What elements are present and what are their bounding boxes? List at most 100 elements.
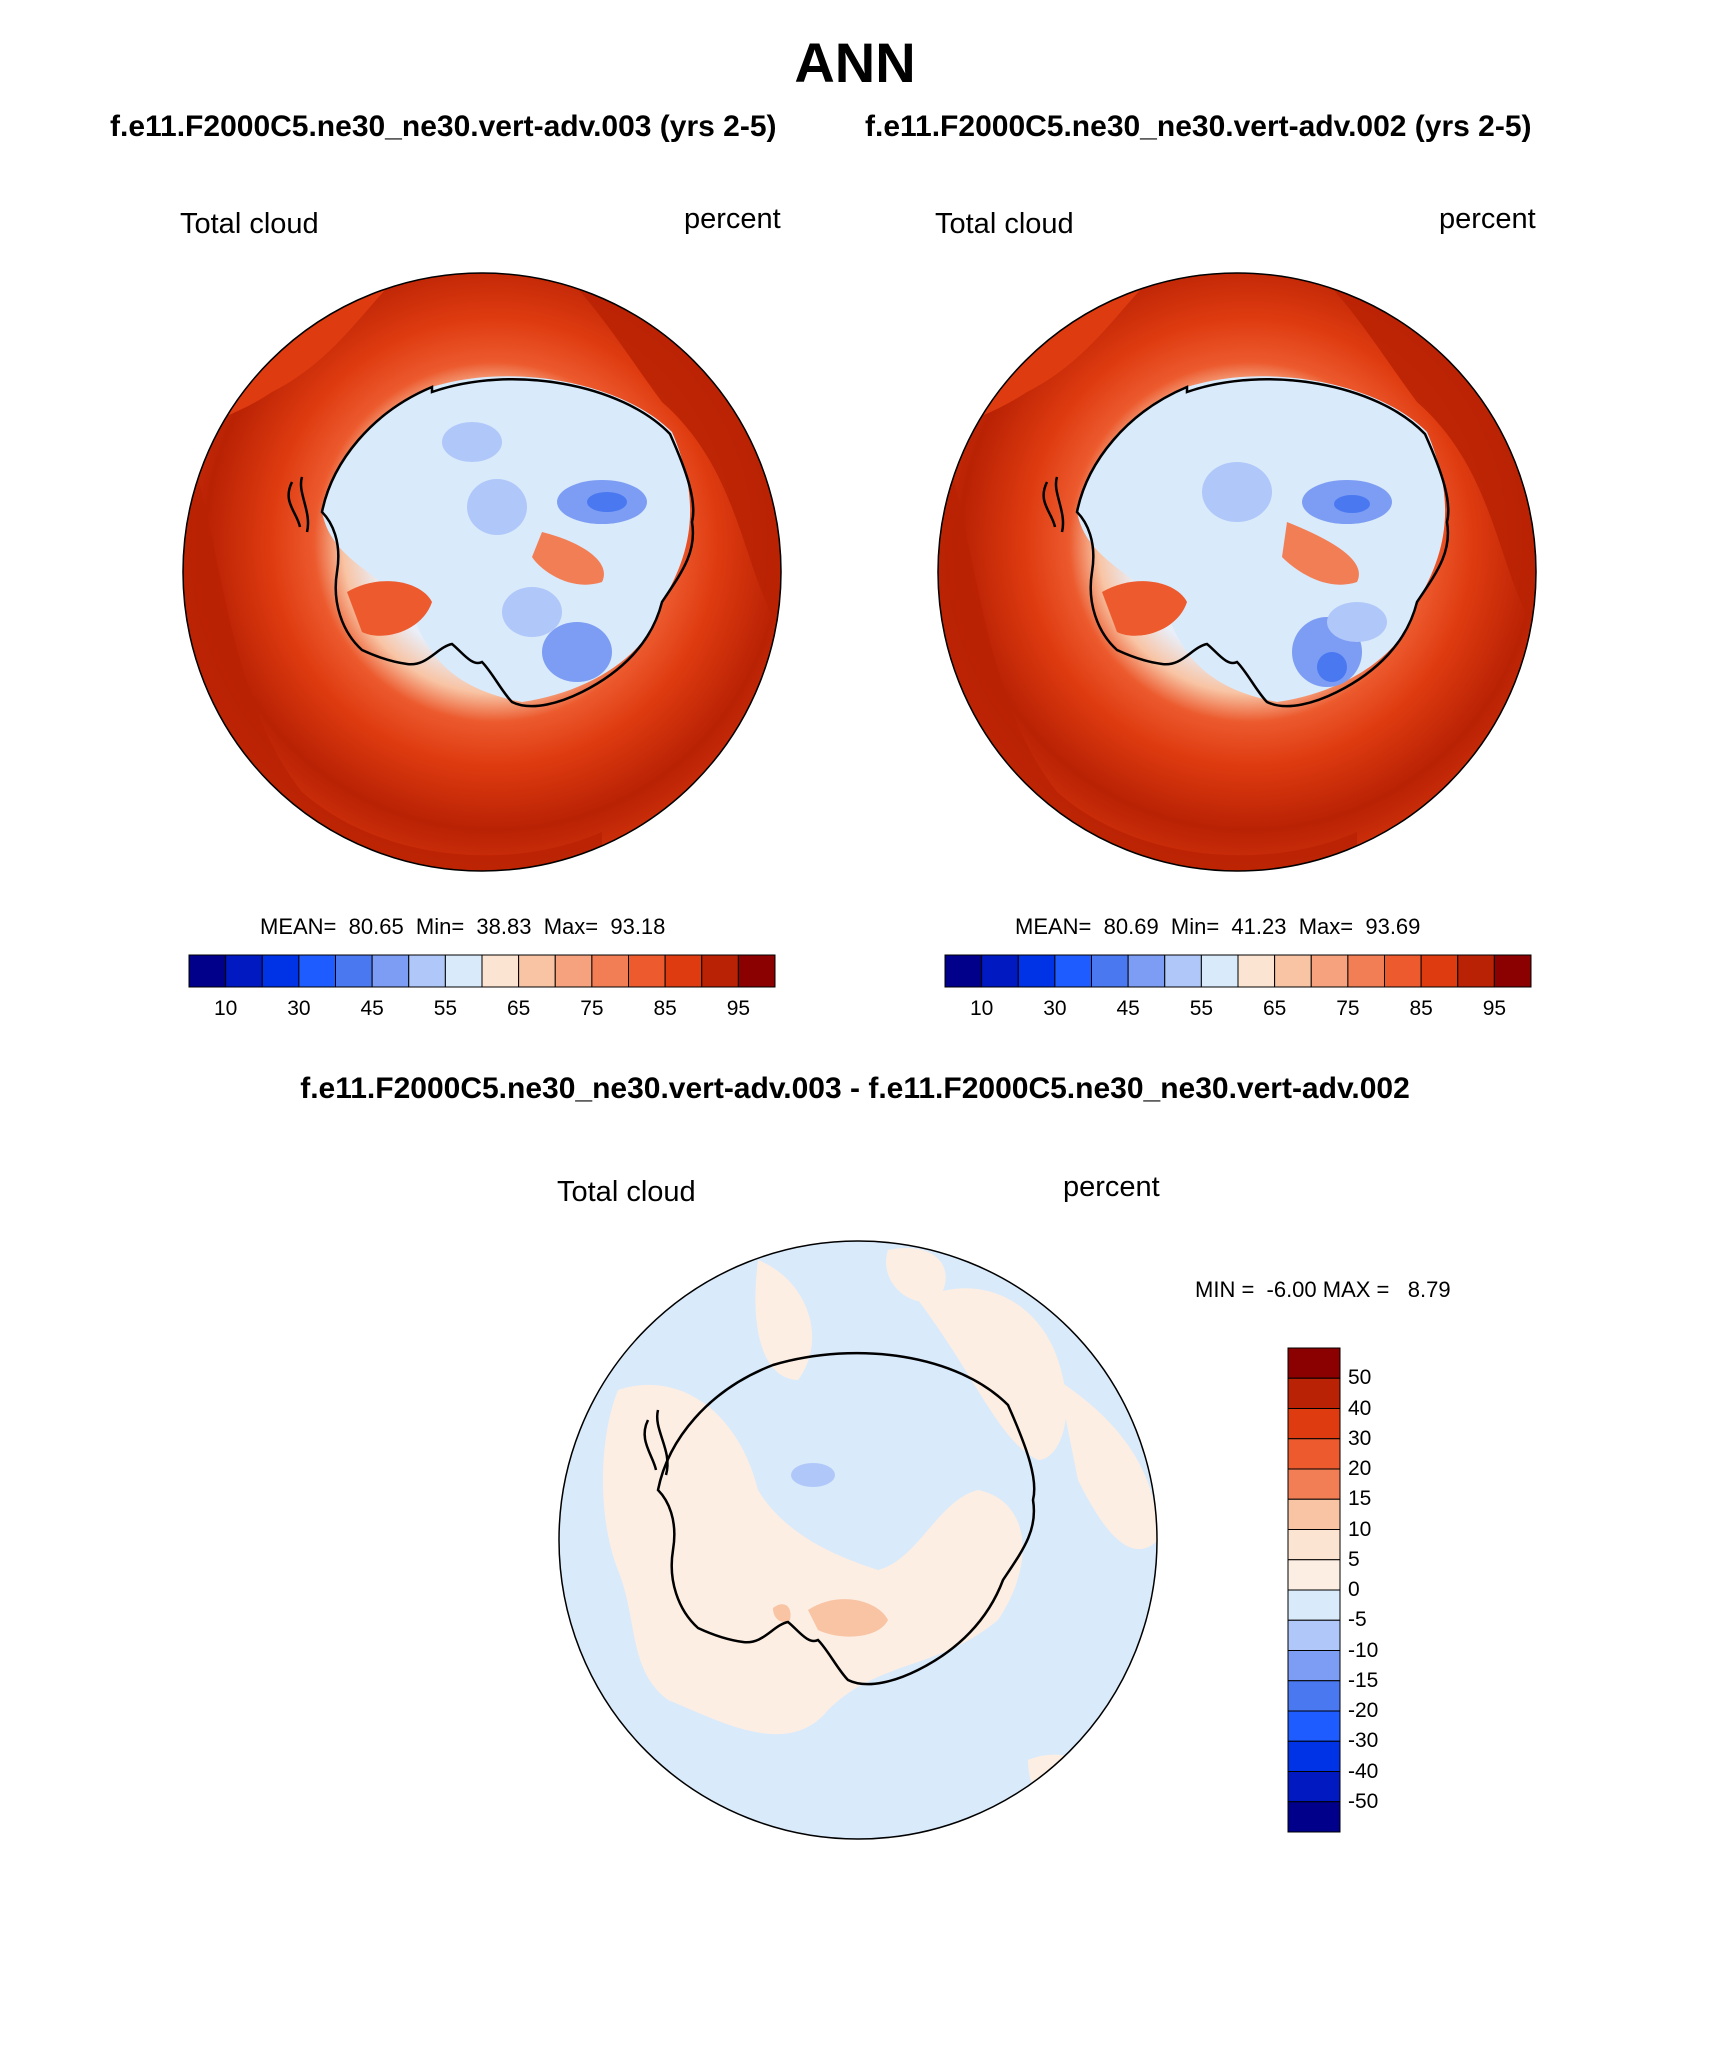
colorbar-swatch	[628, 954, 666, 988]
panel3-stats: MIN = -6.00 MAX = 8.79	[1195, 1277, 1451, 1302]
colorbar-swatch	[1274, 954, 1312, 988]
colorbar-swatch	[664, 954, 703, 988]
colorbar-swatch	[225, 954, 263, 988]
colorbar-swatch	[1287, 1408, 1341, 1440]
colorbar-swatch	[1457, 954, 1495, 988]
colorbar-swatch	[261, 954, 300, 988]
panel1-stats: MEAN= 80.65 Min= 38.83 Max= 93.18	[260, 914, 666, 939]
colorbar-swatch	[1164, 954, 1202, 988]
panel2-units-label: percent	[1439, 203, 1536, 235]
colorbar-tick-label: -20	[1348, 1699, 1379, 1722]
colorbar-tick-label: 0	[1348, 1578, 1360, 1601]
colorbar-swatch	[981, 954, 1019, 988]
colorbar-swatch	[944, 954, 983, 988]
colorbar-swatch	[1347, 954, 1385, 988]
colorbar-tick-label: 75	[1336, 997, 1360, 1020]
colorbar-tick-label: 95	[726, 997, 751, 1020]
colorbar-tick-label: 65	[1262, 997, 1287, 1020]
colorbar-swatch	[408, 954, 446, 988]
colorbar-tick-label: 30	[1043, 997, 1067, 1020]
colorbar-swatch	[1310, 954, 1349, 988]
colorbar-swatch	[1287, 1680, 1341, 1712]
panel2-colorbar-labels: 10 30 45 55 65 75 85 95	[945, 997, 1531, 1027]
colorbar-tick-label: 95	[1482, 997, 1507, 1020]
diff-colorbar-labels: 50 40 30 20 15 10 5 0 -5 -10 -15 -20 -30 -40 -50	[1348, 1348, 1408, 1832]
colorbar-tick-label: 30	[1348, 1426, 1372, 1450]
diff-colorbar	[1287, 1347, 1341, 1833]
colorbar-swatch	[1287, 1740, 1341, 1772]
colorbar-tick-label: 55	[1189, 997, 1214, 1020]
colorbar-swatch	[1287, 1559, 1341, 1591]
colorbar-swatch	[1287, 1771, 1341, 1803]
colorbar-tick-label: 15	[1348, 1487, 1372, 1511]
colorbar-swatch	[1200, 954, 1239, 988]
colorbar-swatch	[554, 954, 593, 988]
case-title-right: f.e11.F2000C5.ne30_ne30.vert-adv.002 (yr…	[865, 110, 1532, 143]
colorbar-swatch	[1420, 954, 1459, 988]
colorbar-tick-label: 65	[506, 997, 531, 1020]
colorbar-swatch	[188, 954, 227, 988]
colorbar-tick-label: 45	[1116, 997, 1140, 1020]
colorbar-tick-label: 10	[969, 997, 994, 1020]
panel2-stats: MEAN= 80.69 Min= 41.23 Max= 93.69	[1015, 914, 1421, 939]
colorbar-swatch	[1287, 1377, 1341, 1409]
colorbar-swatch	[518, 954, 556, 988]
colorbar-swatch	[1384, 954, 1422, 988]
colorbar-swatch	[1127, 954, 1166, 988]
colorbar-swatch	[737, 954, 776, 988]
colorbar-tick-label: 30	[287, 997, 311, 1020]
colorbar-swatch	[1287, 1710, 1341, 1742]
panel2-polar-map	[937, 272, 1537, 872]
colorbar-swatch	[1287, 1619, 1341, 1651]
colorbar-tick-label: -5	[1348, 1608, 1367, 1632]
panel3-units-label: percent	[1063, 1171, 1160, 1203]
colorbar-tick-label: 40	[1348, 1396, 1372, 1420]
panel1-variable-label: Total cloud	[180, 208, 319, 240]
colorbar-tick-label: 55	[433, 997, 458, 1020]
colorbar-tick-label: 20	[1348, 1457, 1372, 1480]
colorbar-swatch	[1287, 1468, 1341, 1500]
panel2-colorbar	[944, 954, 1532, 988]
colorbar-swatch	[1237, 954, 1276, 988]
colorbar-tick-label: 45	[360, 997, 384, 1020]
colorbar-tick-label: -50	[1348, 1789, 1379, 1813]
colorbar-swatch	[335, 954, 373, 988]
colorbar-tick-label: 5	[1348, 1547, 1360, 1571]
colorbar-swatch	[298, 954, 336, 988]
panel1-units-label: percent	[684, 203, 781, 235]
colorbar-swatch	[1287, 1347, 1341, 1379]
diff-title: f.e11.F2000C5.ne30_ne30.vert-adv.003 - f…	[300, 1072, 1410, 1105]
colorbar-swatch	[1493, 954, 1532, 988]
colorbar-swatch	[1017, 954, 1056, 988]
panel3-variable-label: Total cloud	[557, 1176, 696, 1208]
colorbar-tick-label: 10	[213, 997, 238, 1020]
colorbar-tick-label: -15	[1348, 1668, 1379, 1692]
colorbar-tick-label: 10	[1348, 1517, 1372, 1541]
colorbar-swatch	[591, 954, 629, 988]
colorbar-tick-label: 75	[580, 997, 604, 1020]
panel1-colorbar-labels: 10 30 45 55 65 75 85 95	[189, 997, 775, 1027]
colorbar-swatch	[371, 954, 410, 988]
colorbar-swatch	[444, 954, 483, 988]
panel1-polar-map	[182, 272, 782, 872]
colorbar-swatch	[701, 954, 739, 988]
colorbar-tick-label: 85	[1409, 997, 1433, 1020]
colorbar-tick-label: -40	[1348, 1759, 1379, 1783]
case-title-left: f.e11.F2000C5.ne30_ne30.vert-adv.003 (yr…	[110, 110, 777, 143]
colorbar-tick-label: -10	[1348, 1638, 1379, 1662]
colorbar-tick-label: 50	[1348, 1366, 1372, 1390]
colorbar-swatch	[1287, 1650, 1341, 1682]
colorbar-swatch	[1054, 954, 1092, 988]
colorbar-swatch	[481, 954, 520, 988]
colorbar-swatch	[1091, 954, 1129, 988]
panel2-variable-label: Total cloud	[935, 208, 1074, 240]
colorbar-tick-label: 85	[653, 997, 677, 1020]
colorbar-swatch	[1287, 1801, 1341, 1833]
colorbar-swatch	[1287, 1438, 1341, 1470]
main-title: ANN	[794, 31, 916, 94]
colorbar-swatch	[1287, 1589, 1341, 1621]
panel1-colorbar	[188, 954, 776, 988]
panel3-polar-map	[558, 1240, 1158, 1840]
colorbar-swatch	[1287, 1498, 1341, 1530]
colorbar-tick-label: -30	[1348, 1729, 1379, 1753]
